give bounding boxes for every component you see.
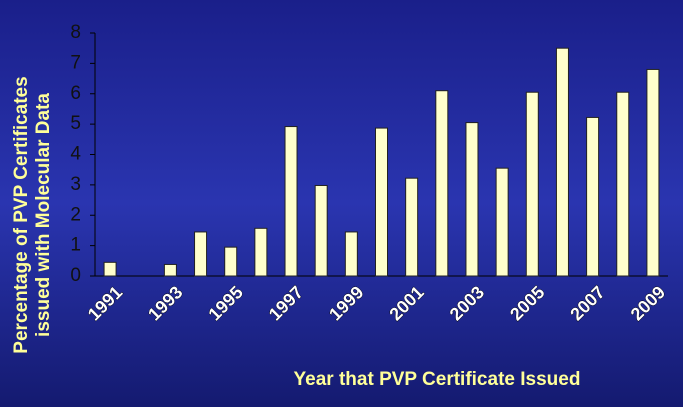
bar <box>224 246 238 277</box>
y-axis-title: Percentage of PVP Certificates <box>11 76 32 353</box>
y-tick-label: 2 <box>70 204 81 225</box>
bar <box>495 167 509 277</box>
y-tick-label: 6 <box>70 83 81 104</box>
bar <box>103 261 117 277</box>
bar <box>344 231 358 277</box>
bar <box>405 177 419 277</box>
y-tick-label: 4 <box>70 144 81 165</box>
y-tick-label: 0 <box>70 265 81 286</box>
y-tick-label: 8 <box>70 22 81 43</box>
bar <box>646 68 660 277</box>
y-axis-title: issued with Molecular Data <box>33 93 54 337</box>
bar <box>375 127 388 277</box>
bar <box>254 227 268 277</box>
x-axis-title: Year that PVP Certificate Issued <box>294 369 581 390</box>
y-tick-label: 5 <box>70 113 81 134</box>
bar <box>555 47 569 277</box>
bar <box>314 184 328 277</box>
y-tick-label: 7 <box>70 52 81 73</box>
y-tick-label: 1 <box>70 235 81 256</box>
bar <box>616 91 630 277</box>
bar <box>586 116 600 277</box>
bar <box>284 126 298 277</box>
bar <box>465 122 479 277</box>
bar <box>163 263 177 277</box>
bar <box>435 90 449 277</box>
bar <box>194 231 208 277</box>
y-tick-label: 3 <box>70 174 81 195</box>
bar <box>525 91 539 277</box>
